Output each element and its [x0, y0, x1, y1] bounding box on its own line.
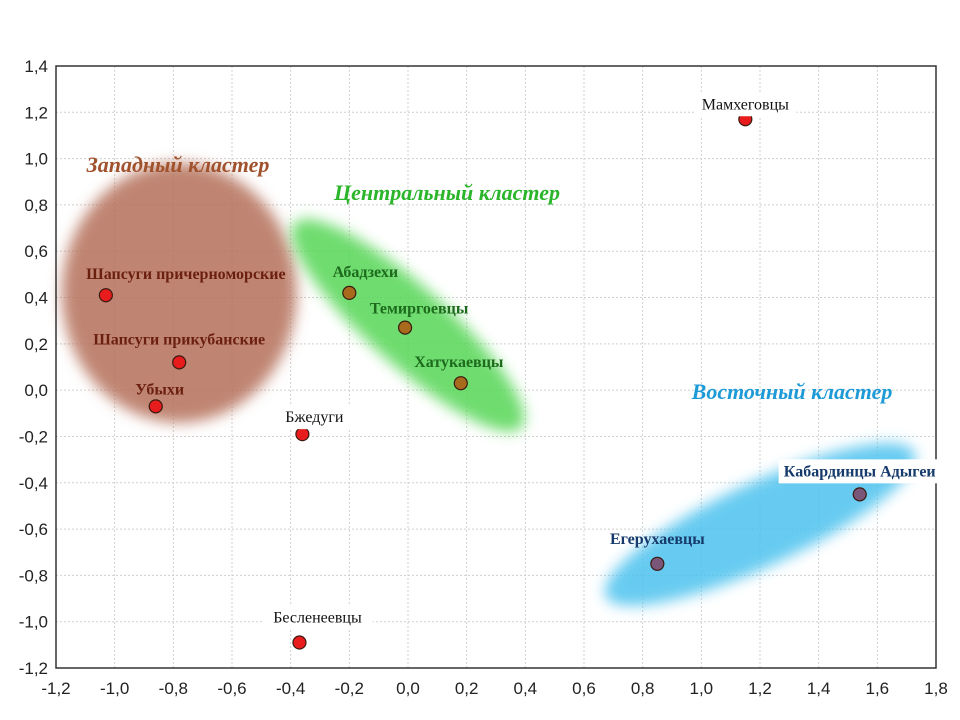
y-tick-label: 1,0: [24, 150, 48, 169]
data-point: [98, 288, 113, 303]
point-label: Кабардинцы Адыгеи: [784, 463, 936, 480]
y-tick-label: -0,8: [19, 566, 48, 585]
x-tick-label: -0,4: [276, 679, 305, 698]
cluster-label: Центральный кластер: [333, 180, 560, 205]
data-point: [852, 487, 867, 502]
data-point: [148, 399, 163, 414]
y-tick-label: -0,4: [19, 474, 48, 493]
data-point: [172, 355, 187, 370]
point-label: Егерухаевцы: [610, 531, 705, 548]
y-tick-label: 1,4: [24, 57, 48, 76]
data-point: [453, 376, 468, 391]
y-tick-label: -0,2: [19, 427, 48, 446]
cluster-label: Западный кластер: [86, 152, 270, 177]
point-label: Бесленеевцы: [273, 610, 362, 627]
y-tick-label: 0,2: [24, 335, 48, 354]
cluster-label: Восточный кластер: [691, 379, 893, 404]
x-tick-label: 0,8: [631, 679, 655, 698]
point-labels: Мамхеговцы Шапсуги причерноморские Шапсуги…: [86, 92, 941, 630]
point-label: Шапсуги прикубанские: [93, 331, 265, 348]
y-tick-label: -1,2: [19, 659, 48, 678]
point-label: Бжедуги: [285, 409, 344, 426]
label-background: [778, 459, 941, 484]
label-background: [694, 92, 797, 117]
data-point: [292, 635, 307, 650]
data-point: [342, 285, 357, 301]
data-point: [397, 320, 413, 335]
cluster-ellipse: [61, 163, 297, 423]
point-label: Абадзехи: [333, 264, 398, 281]
y-tick-label: 0,6: [24, 242, 48, 261]
plot-frame: [55, 65, 937, 669]
x-tick-label: 1,6: [866, 679, 890, 698]
x-tick-label: -0,6: [217, 679, 246, 698]
x-tick-label: 0,2: [455, 679, 479, 698]
point-label: Шапсуги причерноморские: [86, 266, 285, 283]
y-tick-label: 0,0: [24, 381, 48, 400]
x-tick-label: 0,6: [572, 679, 596, 698]
y-tick-label: 1,2: [24, 103, 48, 122]
x-tick-label: 0,0: [396, 679, 420, 698]
y-tick-label: -1,0: [19, 613, 48, 632]
y-tick-label: 0,4: [24, 289, 48, 308]
point-label: Убыхи: [135, 381, 184, 398]
cluster-labels: Западный кластер Центральный кластер Восто…: [86, 152, 893, 404]
x-tick-label: -1,0: [100, 679, 129, 698]
x-tick-label: 1,2: [748, 679, 772, 698]
data-point: [650, 556, 665, 571]
point-label: Хатукаевцы: [414, 354, 504, 371]
x-axis-ticks: -1,2 -1,0 -0,8 -0,6 -0,4 -0,2 0,0 0,2 0,4 0,6 0,8 1…: [41, 679, 947, 698]
x-tick-label: -1,2: [41, 679, 70, 698]
x-tick-label: 0,4: [514, 679, 538, 698]
y-axis-ticks: 1,4 1,2 1,0 0,8 0,6 0,4 0,2 0,0 -0,2 -0,4 -0,6 -0,8…: [19, 57, 48, 678]
y-tick-label: 0,8: [24, 196, 48, 215]
data-point: [295, 427, 310, 442]
y-tick-label: -0,6: [19, 520, 48, 539]
point-label: Темиргоевцы: [370, 301, 469, 318]
label-background: [276, 405, 353, 430]
x-tick-label: 1,0: [690, 679, 714, 698]
x-tick-label: -0,8: [159, 679, 188, 698]
x-tick-label: 1,8: [924, 679, 948, 698]
x-tick-label: -0,2: [335, 679, 364, 698]
data-points: [98, 112, 867, 650]
point-label: Мамхеговцы: [702, 96, 789, 113]
x-tick-label: 1,4: [807, 679, 831, 698]
cluster-ellipse: [604, 443, 916, 606]
label-background: [262, 605, 373, 630]
